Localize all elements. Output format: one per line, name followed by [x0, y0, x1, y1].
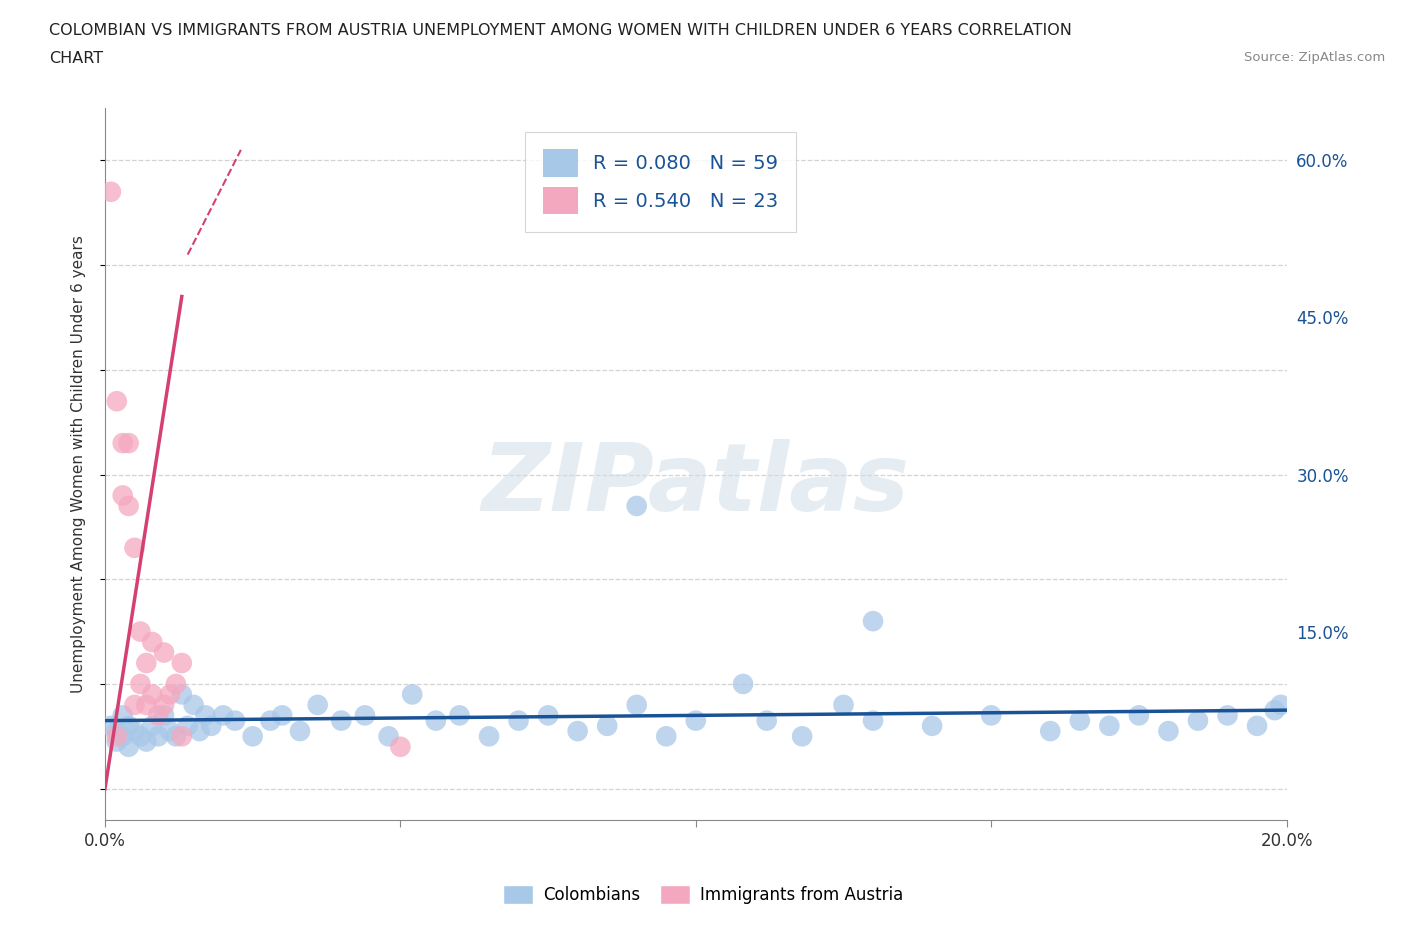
Point	[330, 713, 353, 728]
Point	[105, 729, 128, 744]
Point	[567, 724, 589, 738]
Point	[596, 718, 619, 733]
Point	[124, 540, 146, 555]
Point	[153, 645, 176, 660]
Point	[508, 713, 530, 728]
Point	[200, 718, 222, 733]
Point	[105, 724, 128, 738]
Point	[129, 676, 152, 691]
Point	[242, 729, 264, 744]
Point	[135, 734, 157, 749]
Point	[449, 708, 471, 723]
Legend: Colombians, Immigrants from Austria: Colombians, Immigrants from Austria	[496, 878, 910, 910]
Text: Source: ZipAtlas.com: Source: ZipAtlas.com	[1244, 51, 1385, 64]
Point	[141, 718, 163, 733]
Point	[117, 739, 139, 754]
Point	[170, 687, 193, 702]
Point	[425, 713, 447, 728]
Point	[921, 718, 943, 733]
Point	[188, 724, 211, 738]
Point	[135, 698, 157, 712]
Point	[626, 498, 648, 513]
Point	[170, 656, 193, 671]
Point	[377, 729, 399, 744]
Point	[111, 488, 134, 503]
Point	[117, 435, 139, 450]
Y-axis label: Unemployment Among Women with Children Under 6 years: Unemployment Among Women with Children U…	[72, 235, 86, 693]
Point	[1187, 713, 1209, 728]
Point	[259, 713, 281, 728]
Point	[731, 676, 754, 691]
Point	[478, 729, 501, 744]
Point	[111, 435, 134, 450]
Point	[100, 184, 122, 199]
Point	[1128, 708, 1150, 723]
Point	[165, 676, 187, 691]
Point	[165, 729, 187, 744]
Point	[1098, 718, 1121, 733]
Point	[755, 713, 778, 728]
Point	[862, 614, 884, 629]
Point	[1069, 713, 1091, 728]
Text: CHART: CHART	[49, 51, 103, 66]
Point	[124, 698, 146, 712]
Point	[224, 713, 246, 728]
Point	[792, 729, 814, 744]
Point	[271, 708, 294, 723]
Point	[1039, 724, 1062, 738]
Point	[135, 656, 157, 671]
Point	[159, 724, 181, 738]
Point	[212, 708, 235, 723]
Point	[1246, 718, 1268, 733]
Point	[177, 718, 200, 733]
Point	[129, 624, 152, 639]
Point	[626, 698, 648, 712]
Point	[146, 729, 169, 744]
Point	[537, 708, 560, 723]
Point	[129, 729, 152, 744]
Point	[401, 687, 423, 702]
Point	[288, 724, 311, 738]
Point	[1157, 724, 1180, 738]
Point	[124, 724, 146, 738]
Point	[117, 718, 139, 733]
Point	[685, 713, 707, 728]
Point	[159, 687, 181, 702]
Point	[389, 739, 412, 754]
Point	[170, 729, 193, 744]
Point	[141, 634, 163, 649]
Point	[1216, 708, 1239, 723]
Point	[194, 708, 217, 723]
Point	[354, 708, 377, 723]
Point	[105, 393, 128, 408]
Legend: R = 0.080   N = 59, R = 0.540   N = 23: R = 0.080 N = 59, R = 0.540 N = 23	[524, 132, 796, 232]
Point	[153, 708, 176, 723]
Point	[183, 698, 205, 712]
Text: COLOMBIAN VS IMMIGRANTS FROM AUSTRIA UNEMPLOYMENT AMONG WOMEN WITH CHILDREN UNDE: COLOMBIAN VS IMMIGRANTS FROM AUSTRIA UNE…	[49, 23, 1073, 38]
Point	[100, 718, 122, 733]
Point	[153, 698, 176, 712]
Point	[1264, 703, 1286, 718]
Point	[832, 698, 855, 712]
Point	[655, 729, 678, 744]
Point	[141, 687, 163, 702]
Point	[1270, 698, 1292, 712]
Point	[117, 498, 139, 513]
Point	[111, 729, 134, 744]
Point	[307, 698, 329, 712]
Point	[980, 708, 1002, 723]
Point	[146, 708, 169, 723]
Point	[105, 734, 128, 749]
Point	[111, 708, 134, 723]
Point	[862, 713, 884, 728]
Text: ZIPatlas: ZIPatlas	[482, 439, 910, 531]
